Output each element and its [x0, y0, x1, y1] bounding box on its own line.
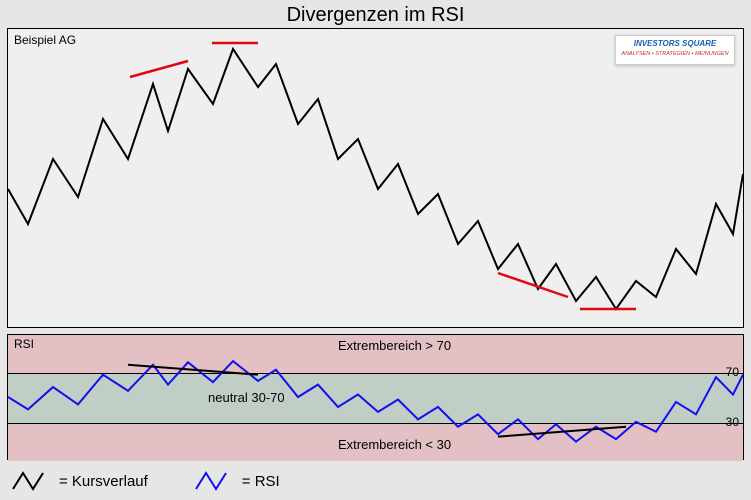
rsi-tick-30: 30 [726, 415, 739, 429]
rsi-tick-70: 70 [726, 365, 739, 379]
rsi-label: RSI [14, 337, 34, 351]
rsi-text-oversold: Extrembereich < 30 [338, 437, 451, 452]
price-chart-panel: Beispiel AG INVESTORS SQUARE ANALYSEN • … [7, 28, 744, 328]
legend-price-icon [11, 469, 51, 493]
legend-price-text: = Kursverlauf [59, 473, 148, 490]
chart-title: Divergenzen im RSI [0, 0, 751, 27]
legend-rsi-icon [194, 469, 234, 493]
legend: = Kursverlauf = RSI [7, 464, 744, 498]
rsi-chart-panel: RSI Extrembereich > 70 neutral 30-70 Ext… [7, 334, 744, 460]
price-chart-svg [8, 29, 743, 327]
legend-rsi-text: = RSI [242, 473, 280, 490]
rsi-text-overbought: Extrembereich > 70 [338, 338, 451, 353]
rsi-text-neutral: neutral 30-70 [208, 390, 285, 405]
